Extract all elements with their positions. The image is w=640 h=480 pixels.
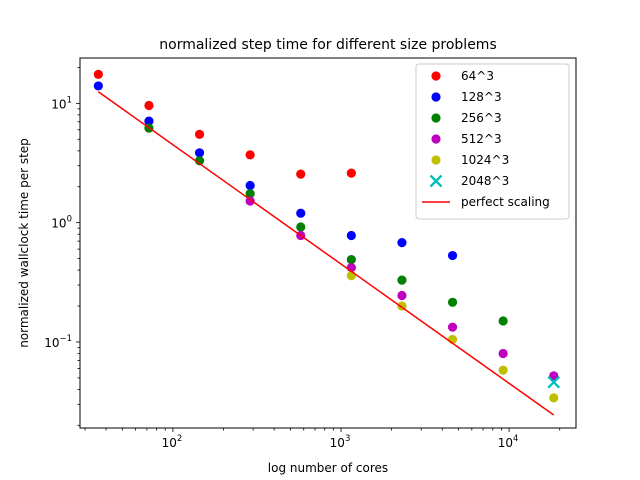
legend-swatch (431, 134, 441, 144)
legend-item: 64^3 (431, 69, 494, 83)
chart-marks (93, 69, 561, 416)
legend-label: 128^3 (461, 90, 502, 104)
data-point (93, 81, 103, 91)
legend-swatch (431, 71, 441, 81)
data-point (296, 222, 306, 232)
data-point (447, 322, 458, 332)
data-point (498, 316, 508, 326)
legend-box (415, 63, 570, 220)
data-point (346, 270, 356, 281)
y-tick-label: 101 (51, 95, 72, 111)
axis-ticks: 102 103 104 10−1 100 101 (44, 67, 561, 450)
series-1024-3 (346, 270, 559, 403)
y-tick-label: 10−1 (44, 334, 72, 350)
y-axis-label: normalized wallclock time per step (17, 138, 31, 348)
data-point (194, 129, 205, 139)
legend-label: 512^3 (461, 132, 502, 146)
legend-swatch (431, 92, 441, 102)
x-tick-label: 103 (330, 434, 351, 450)
data-point (547, 375, 561, 389)
data-point (498, 348, 508, 359)
data-point (447, 250, 458, 261)
data-point (346, 168, 356, 178)
legend-label: 256^3 (461, 111, 502, 125)
data-point (245, 150, 255, 160)
legend-item: 512^3 (431, 132, 502, 146)
legend-swatch (431, 113, 441, 123)
legend-item: 1024^3 (431, 153, 509, 167)
data-point (346, 255, 356, 265)
legend-x-swatch (429, 174, 443, 188)
data-point (245, 180, 255, 191)
legend-item: perfect scaling (422, 195, 550, 209)
data-point (549, 371, 559, 381)
y-tick-label: 100 (51, 215, 72, 231)
x-tick-label: 102 (162, 434, 183, 450)
data-point (144, 116, 154, 126)
data-point (498, 365, 508, 375)
data-point (296, 169, 306, 179)
series-64-3 (93, 69, 356, 179)
legend: 64^3 128^3 256^3 512^3 1024^3 2048^3 perfect s… (415, 63, 570, 220)
data-point (194, 156, 205, 166)
data-point (93, 69, 103, 79)
legend-label: 1024^3 (461, 153, 509, 167)
data-point (296, 208, 306, 218)
plot-area (79, 57, 577, 429)
x-axis-label: log number of cores (268, 461, 388, 475)
series-perfect-scaling (97, 91, 555, 416)
data-point (397, 238, 407, 248)
data-point (549, 393, 559, 403)
data-point (447, 297, 458, 307)
x-tick-label: 104 (498, 434, 519, 450)
data-point (346, 230, 356, 241)
perfect-scaling-line (97, 91, 555, 416)
series-128-3 (93, 81, 458, 261)
legend-label: 2048^3 (461, 174, 509, 188)
data-point (194, 148, 205, 158)
legend-item: 256^3 (431, 111, 502, 125)
data-point (397, 275, 407, 285)
data-point (245, 189, 255, 199)
legend-label: 64^3 (461, 69, 494, 83)
data-point-stroke-b (547, 375, 561, 389)
data-point (144, 100, 154, 111)
data-point (397, 290, 407, 301)
legend-label: perfect scaling (461, 195, 550, 209)
legend-swatch (431, 155, 441, 165)
legend-x-swatch-stroke-b (429, 174, 443, 188)
legend-item: 128^3 (431, 90, 502, 104)
chart-title: normalized step time for different size … (159, 37, 496, 53)
legend-item: 2048^3 (429, 174, 509, 188)
series-2048-3 (547, 375, 561, 389)
